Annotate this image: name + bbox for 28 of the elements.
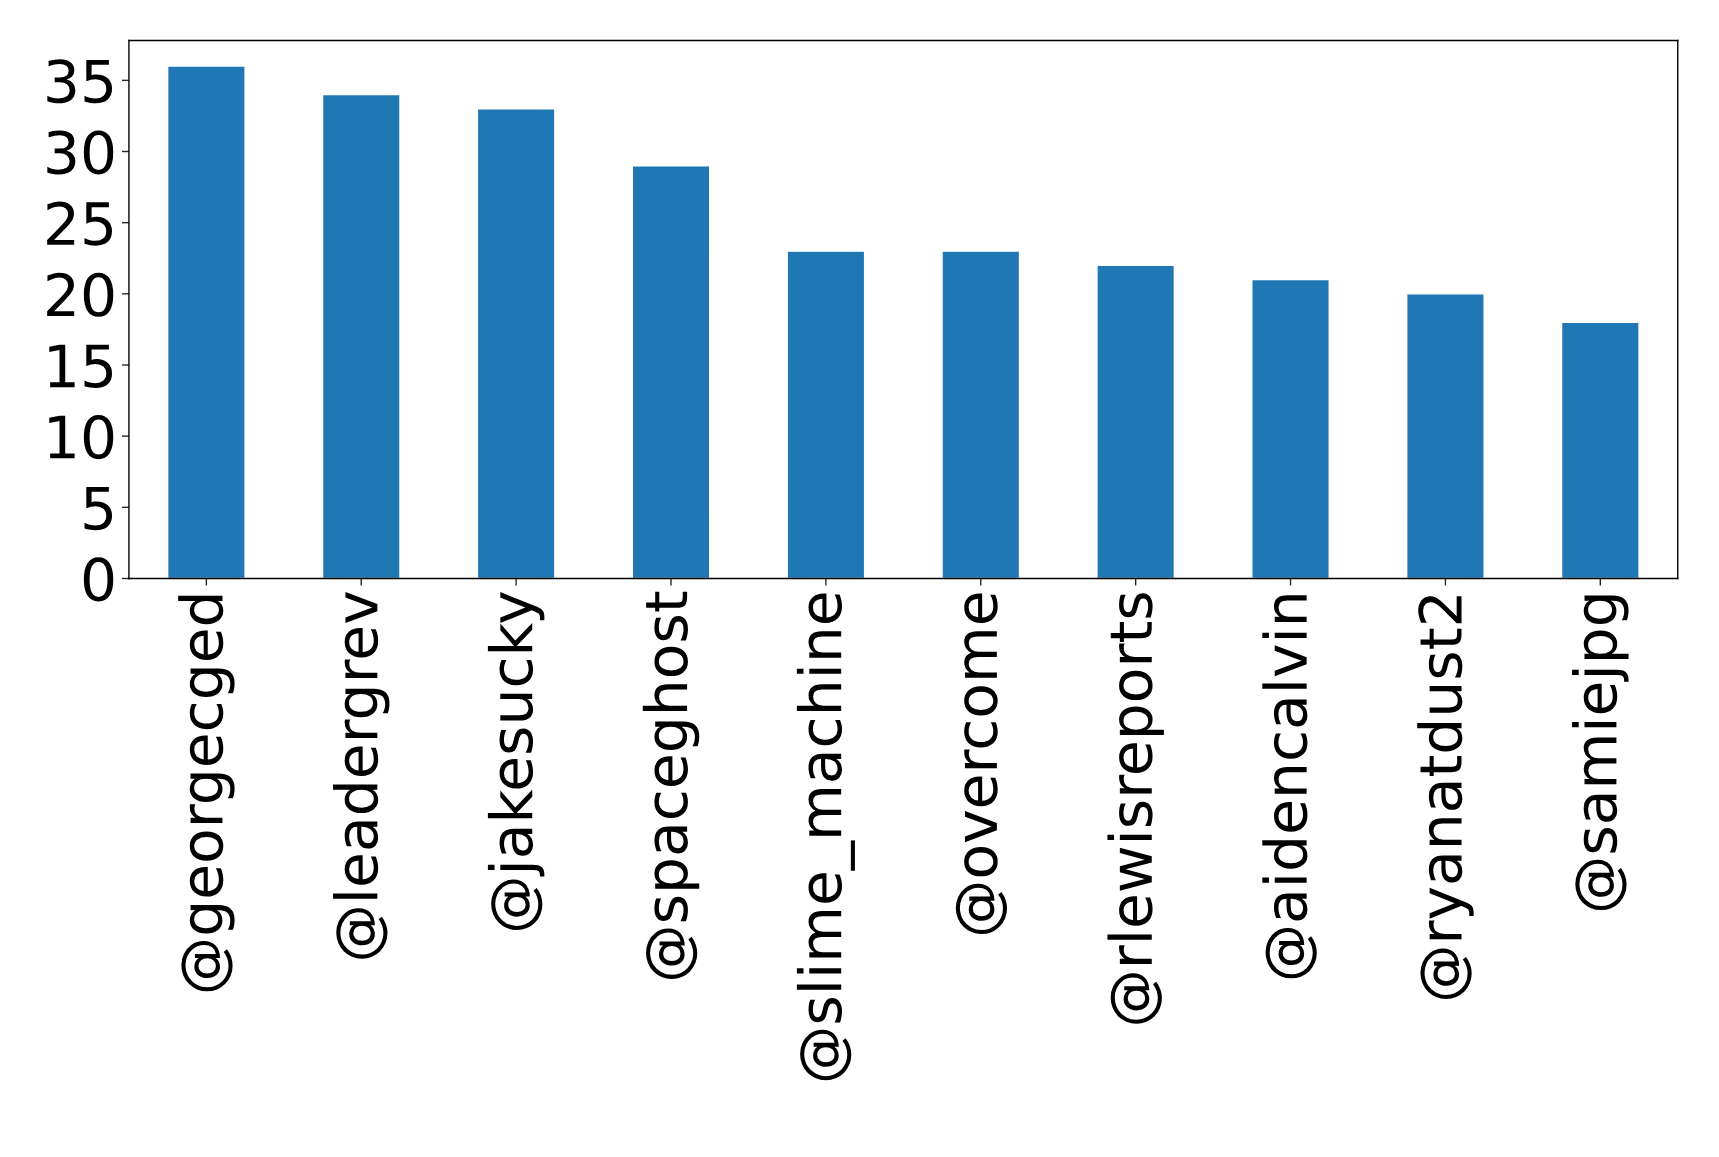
y-tick-label: 10: [49, 415, 114, 460]
x-tick-label: @georgecged: [178, 595, 235, 992]
bar: [321, 93, 401, 579]
x-tick-label: @leadergrev: [333, 592, 390, 959]
y-tick-label: 35: [47, 59, 113, 104]
x-tick-label: @overcome: [955, 593, 1008, 935]
x-tick-label: @spaceghost: [642, 591, 700, 979]
x-tick-label: @slime_machine: [796, 593, 855, 1081]
bar: [1406, 293, 1485, 579]
x-tick-label: @aidencalvin: [1262, 595, 1317, 979]
bar: [476, 108, 556, 579]
x-tick-label: @rlewisreports: [1107, 593, 1164, 1024]
y-tick-label: 15: [49, 344, 113, 388]
y-tick-label: 25: [47, 201, 113, 246]
bar: [786, 250, 866, 579]
x-tick-label: @samiejpg: [1572, 595, 1629, 911]
bar: [166, 65, 246, 579]
bar: [941, 250, 1021, 579]
bar: [1560, 321, 1640, 579]
bar: [631, 165, 711, 579]
x-tick-label: @jakesucky: [487, 592, 545, 930]
bar: [1096, 264, 1176, 579]
y-tick-label: 20: [47, 272, 114, 317]
y-tick-label: 5: [84, 486, 113, 531]
y-tick-label: 30: [47, 130, 114, 175]
y-tick-label: 0: [83, 557, 114, 602]
bar: [1251, 278, 1330, 579]
x-tick-label: @ryanatdust2: [1417, 596, 1474, 999]
